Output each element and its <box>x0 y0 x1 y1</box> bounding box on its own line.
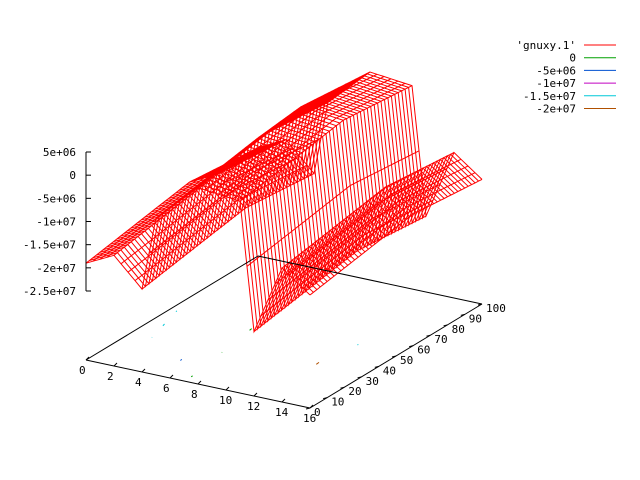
mesh-line-72 <box>232 82 406 200</box>
z-tick-label-5: -2e+07 <box>36 262 76 275</box>
y-tick-mark-0 <box>305 407 311 410</box>
x-tick-mark-0 <box>85 356 90 361</box>
y-tick-mark-7 <box>426 334 431 337</box>
base-contours <box>151 310 359 378</box>
mesh-line-81 <box>295 165 469 282</box>
x-tick-label-5: 10 <box>219 394 232 407</box>
y-tick-label-8: 80 <box>452 323 465 336</box>
legend-label-3: -1e+07 <box>536 77 576 90</box>
mesh-line-79 <box>281 152 455 269</box>
mesh-line-58 <box>134 164 308 281</box>
mesh-line-71 <box>225 80 399 198</box>
mesh-line-76 <box>260 199 434 317</box>
mesh-line-83 <box>309 178 483 296</box>
contour-seg-0-2 <box>190 375 193 378</box>
mesh-line-56 <box>120 147 294 265</box>
x-tick-label-8: 16 <box>303 412 316 425</box>
x-tick-label-3: 6 <box>163 382 170 395</box>
x-tick-mark-1 <box>113 362 118 367</box>
legend-label-4: -1.5e+07 <box>523 90 576 103</box>
legend: 'gnuxy.1'0-5e+06-1e+07-1.5e+07-2e+07 <box>516 39 616 116</box>
contour-seg-3-0 <box>175 310 178 313</box>
y-tick-mark-4 <box>374 365 379 368</box>
surface-mesh <box>85 71 483 334</box>
y-tick-mark-3 <box>357 376 362 379</box>
mesh-line-70 <box>218 78 392 195</box>
x-tick-mark-8 <box>309 404 314 409</box>
y-tick-mark-10 <box>477 303 483 306</box>
x-tick-mark-3 <box>169 374 174 379</box>
legend-label-5: -2e+07 <box>536 103 576 116</box>
mesh-line-77 <box>267 183 441 301</box>
mesh-line-52 <box>92 145 266 262</box>
mesh-line-75 <box>253 215 427 332</box>
y-tick-mark-8 <box>443 324 448 327</box>
mesh-line-67 <box>197 71 371 188</box>
mesh-line-59 <box>141 173 315 290</box>
y-tick-label-5: 50 <box>400 354 413 367</box>
x-tick-mark-5 <box>225 386 230 391</box>
x-tick-label-1: 2 <box>107 370 114 383</box>
mesh-line-80 <box>288 158 462 276</box>
x-tick-mark-2 <box>141 368 146 373</box>
mesh-line-68 <box>204 73 378 191</box>
base-back-left-edge <box>85 255 259 361</box>
x-tick-label-2: 4 <box>135 376 142 389</box>
z-tick-label-6: -2.5e+07 <box>23 285 76 298</box>
y-tick-label-6: 60 <box>417 344 430 357</box>
mesh-line-53 <box>99 143 273 260</box>
axes <box>85 151 483 410</box>
y-tick-label-2: 20 <box>348 385 361 398</box>
contour-seg-3-3 <box>357 343 359 346</box>
legend-label-0: 'gnuxy.1' <box>516 39 576 52</box>
y-tick-mark-6 <box>409 345 414 348</box>
x-tick-mark-4 <box>197 380 202 385</box>
legend-label-1: 0 <box>569 52 576 65</box>
z-tick-label-2: -5e+06 <box>36 192 76 205</box>
y-tick-label-7: 70 <box>434 333 447 346</box>
z-tick-label-1: 0 <box>69 169 76 182</box>
contour-seg-1-0 <box>180 359 183 361</box>
y-tick-mark-9 <box>460 313 465 316</box>
mesh-line-74 <box>246 150 420 267</box>
mesh-line-57 <box>127 156 301 273</box>
z-tick-label-3: -1e+07 <box>36 216 76 229</box>
z-tick-label-0: 5e+06 <box>43 146 76 159</box>
y-tick-label-9: 90 <box>469 312 482 325</box>
x-tick-mark-7 <box>281 398 286 403</box>
mesh-line-73 <box>239 85 413 202</box>
x-tick-mark-6 <box>253 392 258 397</box>
x-tick-label-0: 0 <box>79 364 86 377</box>
y-tick-mark-2 <box>340 386 345 389</box>
contour-seg-4-0 <box>316 361 320 365</box>
x-tick-label-4: 8 <box>191 388 198 401</box>
mesh-line-82 <box>302 172 476 289</box>
y-tick-label-0: 0 <box>314 406 321 419</box>
legend-label-2: -5e+06 <box>536 64 576 77</box>
y-tick-label-1: 10 <box>331 396 344 409</box>
x-tick-label-6: 12 <box>247 400 260 413</box>
y-tick-mark-1 <box>323 397 328 400</box>
mesh-line-69 <box>211 76 385 193</box>
base-back-right-edge <box>257 255 483 305</box>
contour-seg-0-0 <box>249 328 253 331</box>
mesh-line-78 <box>274 167 448 285</box>
mesh-line-55 <box>113 139 287 256</box>
contour-seg-3-1 <box>162 323 165 327</box>
y-tick-label-4: 40 <box>383 364 396 377</box>
z-tick-label-4: -1.5e+07 <box>23 239 76 252</box>
y-tick-label-10: 100 <box>486 302 506 315</box>
y-tick-mark-5 <box>391 355 397 358</box>
tick-labels: 0 2 4 6 8 10 12 14 1601020304050607080901005e+06… <box>23 146 506 425</box>
y-tick-label-3: 30 <box>366 375 379 388</box>
x-tick-label-7: 14 <box>275 406 289 419</box>
